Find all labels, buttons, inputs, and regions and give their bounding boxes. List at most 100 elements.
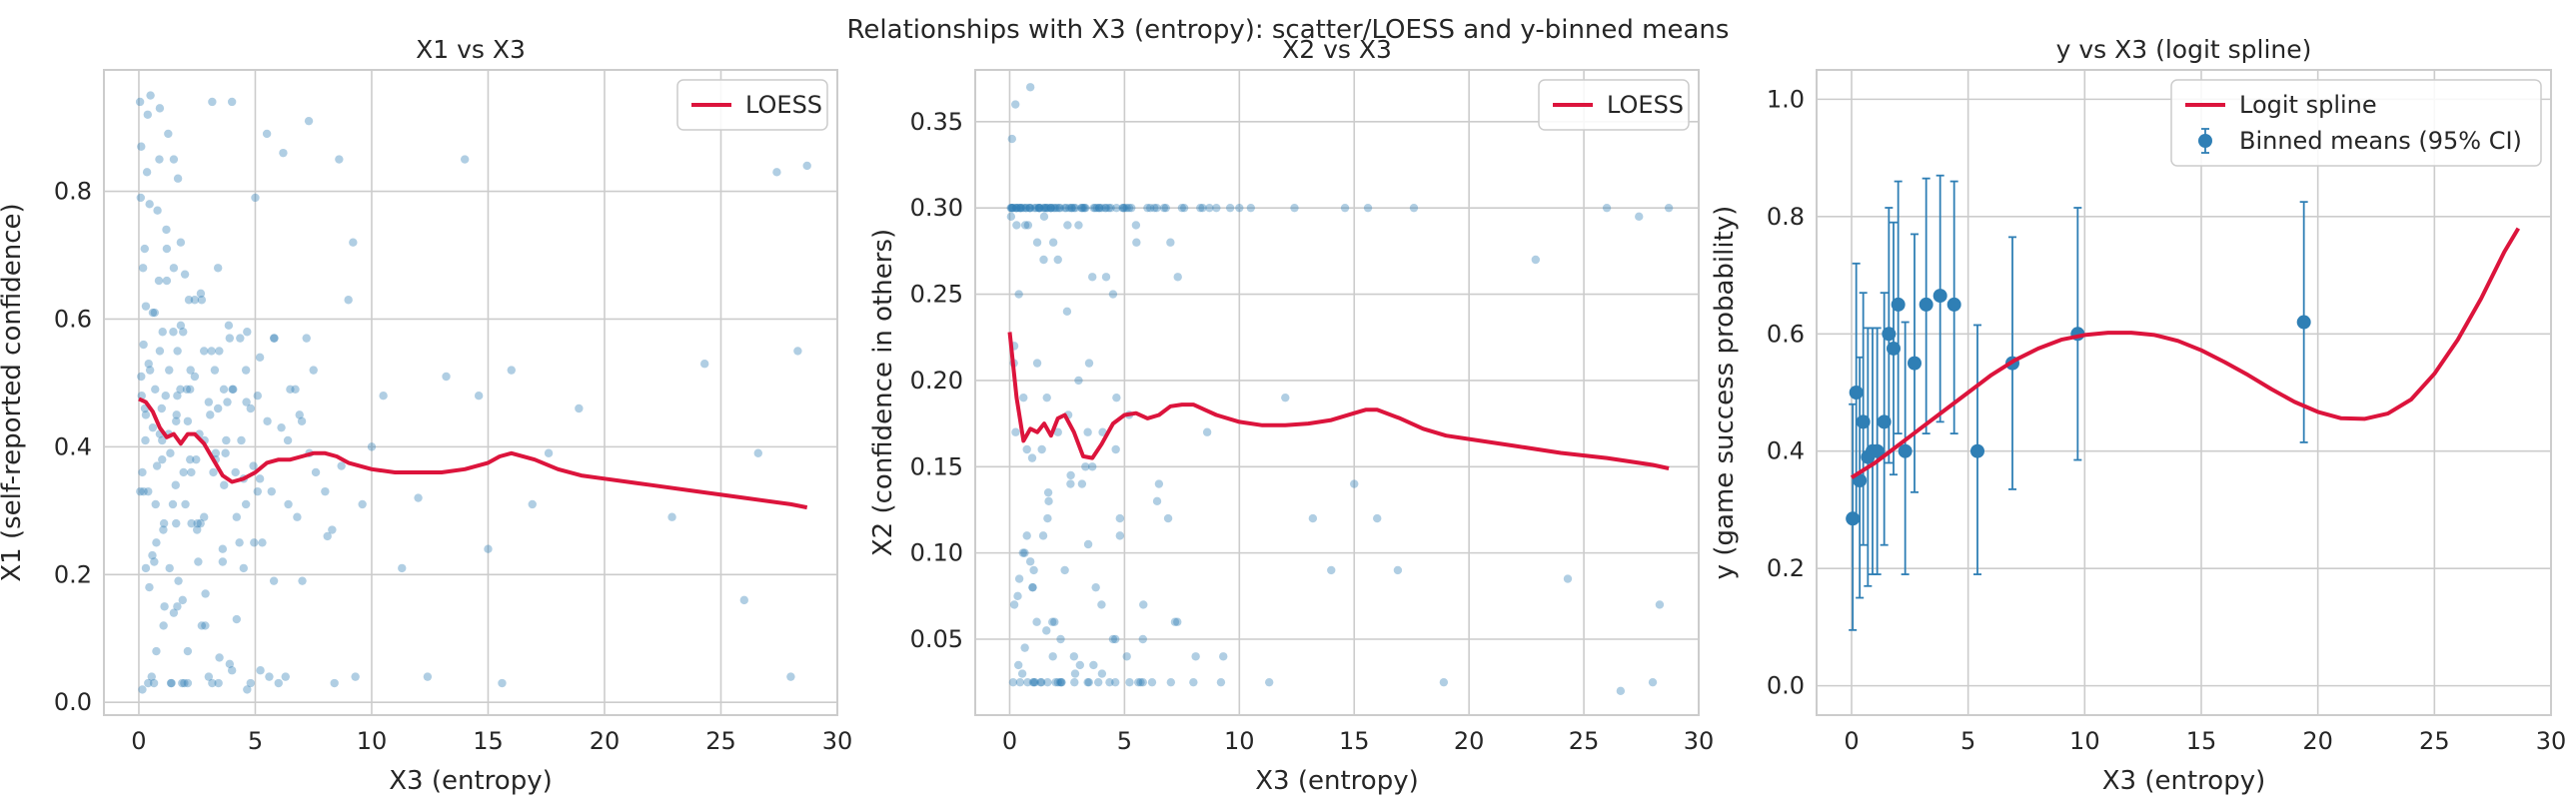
scatter-point (1007, 203, 1016, 213)
scatter-point (1363, 203, 1373, 213)
scatter-point (162, 244, 172, 254)
scatter-point (166, 678, 176, 688)
scatter-point (141, 563, 151, 573)
scatter-point (793, 347, 802, 356)
scatter-point (1090, 203, 1100, 213)
scatter-point (141, 410, 151, 419)
scatter-point (1112, 393, 1121, 403)
scatter-point (145, 366, 155, 375)
scatter-point (379, 391, 388, 401)
binned-mean-point (1887, 341, 1901, 356)
scatter-point (218, 557, 228, 566)
scatter-point (136, 486, 145, 496)
y-tick-label: 0.6 (1767, 320, 1805, 348)
scatter-point (1094, 203, 1104, 213)
scatter-point (1007, 134, 1016, 144)
scatter-point (1308, 513, 1318, 523)
scatter-point (140, 244, 149, 254)
scatter-point (192, 454, 201, 464)
x-tick-label: 10 (2069, 727, 2100, 755)
scatter-point (157, 404, 166, 413)
scatter-point (201, 621, 210, 630)
scatter-point (1074, 221, 1083, 230)
scatter-point (218, 544, 228, 553)
scatter-point (1065, 203, 1074, 213)
legend: Logit spline Binned means (95% CI) (2170, 79, 2542, 167)
scatter-point (144, 678, 153, 688)
scatter-point (1100, 203, 1110, 213)
scatter-point (1015, 203, 1025, 213)
scatter-point (136, 193, 146, 203)
scatter-point (1016, 203, 1026, 213)
scatter-point (150, 308, 159, 318)
scatter-point (1055, 203, 1065, 213)
scatter-point (1025, 83, 1035, 92)
scatter-point (1022, 531, 1031, 540)
curve-line (1007, 332, 1670, 470)
x-tick-label: 25 (1569, 727, 1600, 755)
x-tick-label: 15 (2186, 727, 2217, 755)
scatter-point (283, 435, 293, 445)
scatter-point (201, 589, 210, 598)
scatter-point (141, 302, 151, 311)
scatter-point (174, 576, 183, 585)
scatter-point (1020, 548, 1029, 557)
x-tick-label: 20 (590, 727, 621, 755)
scatter-point (297, 416, 307, 425)
scatter-point (1219, 652, 1228, 661)
scatter-point (1023, 221, 1033, 230)
scatter-point (176, 321, 186, 331)
scatter-point (1350, 479, 1359, 488)
scatter-point (176, 385, 185, 395)
scatter-point (1393, 565, 1403, 575)
scatter-point (239, 563, 249, 573)
scatter-point (183, 646, 193, 656)
scatter-point (1093, 677, 1103, 687)
scatter-point (1081, 203, 1090, 213)
scatter-point (214, 678, 223, 688)
legend-entry-label: LOESS (1607, 91, 1684, 119)
scatter-point (1035, 203, 1045, 213)
y-tick-label: 1.0 (1767, 85, 1805, 113)
scatter-point (1205, 203, 1214, 213)
scatter-point (1084, 677, 1093, 687)
scatter-point (1177, 203, 1187, 213)
scatter-point (1111, 444, 1120, 454)
y-tick-label: 0.2 (54, 560, 92, 588)
binned-mean-point (1856, 414, 1871, 429)
x-tick-label: 25 (705, 727, 736, 755)
scatter-point (209, 467, 218, 477)
scatter-point (246, 678, 255, 688)
grid (104, 70, 838, 715)
scatter-point (1074, 376, 1083, 386)
scatter-point (152, 538, 161, 547)
scatter-point (344, 296, 353, 305)
scatter-point (193, 518, 202, 528)
scatter-point (150, 557, 159, 566)
scatter-point (1042, 626, 1051, 635)
y-tick-label: 0.2 (1767, 554, 1805, 582)
scatter-point (295, 410, 304, 419)
binned-mean-point (2296, 315, 2311, 330)
scatter-point (311, 467, 321, 477)
scatter-point (160, 602, 169, 611)
scatter-point (1089, 660, 1098, 670)
scatter-point (148, 550, 157, 560)
scatter-point (199, 512, 209, 521)
legend-box (676, 79, 828, 131)
scatter-point (1216, 677, 1226, 687)
scatter-point (335, 155, 344, 164)
scatter-point (225, 334, 235, 343)
scatter-point (1235, 203, 1244, 213)
scatter-point (190, 372, 200, 382)
axes-frame (974, 69, 1700, 716)
scatter-point (159, 525, 168, 534)
scatter-point (442, 372, 451, 382)
scatter-point (1166, 677, 1176, 687)
scatter-point (165, 366, 174, 375)
scatter-point (309, 366, 318, 375)
scatter-point (1101, 273, 1111, 282)
binned-mean-point (1846, 511, 1861, 526)
scatter-point (1152, 496, 1162, 506)
scatter-point (1031, 203, 1041, 213)
